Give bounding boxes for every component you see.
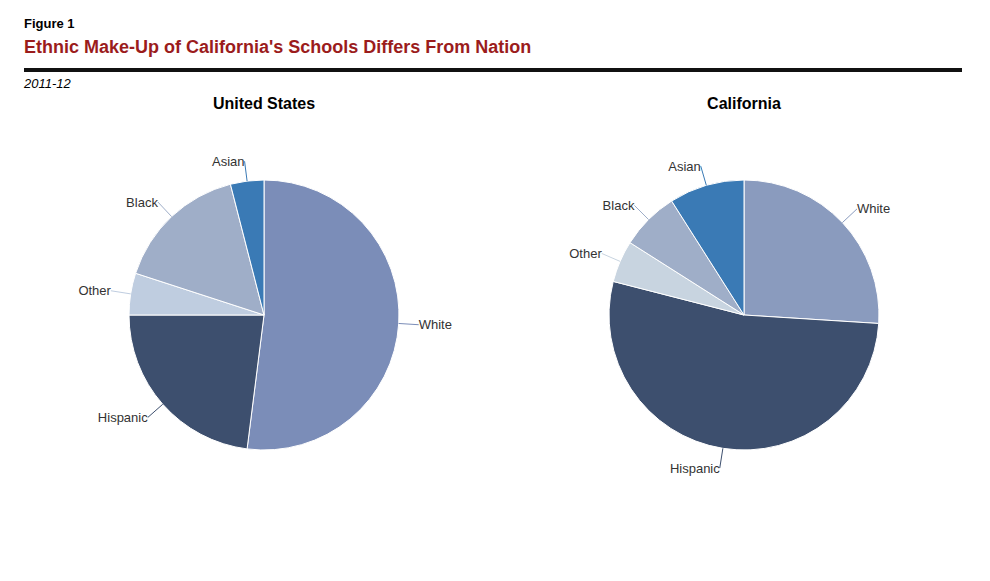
html-text:United States: United States — [212, 95, 316, 112]
svg-text:Black: Black — [603, 198, 635, 213]
html-text:2011-12: 2011-12 — [24, 76, 71, 91]
svg-text:Hispanic: Hispanic — [670, 461, 720, 476]
html-text:Figure 1: Figure 1 — [24, 16, 75, 31]
svg-text:Asian: Asian — [668, 159, 701, 174]
svg-text:Asian: Asian — [212, 154, 245, 169]
svg-text:Other: Other — [78, 283, 111, 298]
html-text:Ethnic Make-Up of California's: Ethnic Make-Up of California's Schools D… — [24, 37, 532, 57]
svg-text:Hispanic: Hispanic — [98, 410, 148, 425]
svg-text:White: White — [419, 317, 452, 332]
svg-text:White: White — [857, 201, 890, 216]
svg-text:Other: Other — [569, 246, 602, 261]
html-text:California: California — [707, 95, 781, 112]
svg-text:Black: Black — [126, 195, 158, 210]
